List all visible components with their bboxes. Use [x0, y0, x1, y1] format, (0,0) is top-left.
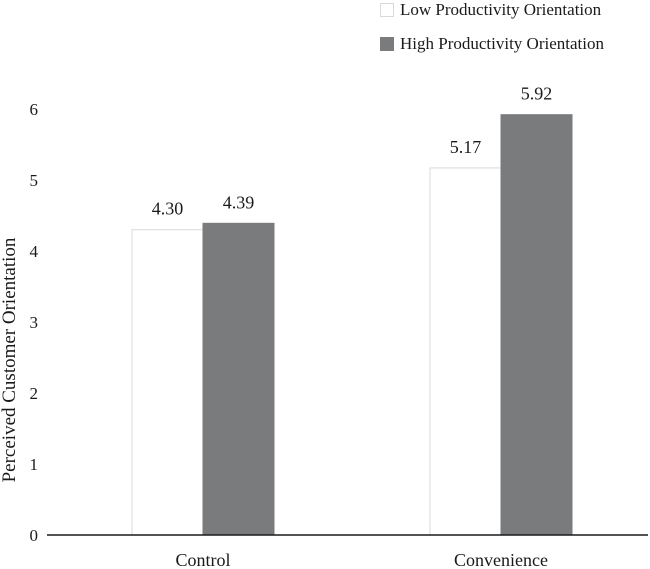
legend-label-high: High Productivity Orientation: [400, 34, 604, 53]
legend-label-low: Low Productivity Orientation: [400, 0, 602, 19]
legend-item-low: Low Productivity Orientation: [380, 0, 601, 20]
data-label-high-control: 4.39: [223, 192, 255, 212]
y-tick-label-3: 3: [30, 313, 39, 332]
x-category-label-convenience: Convenience: [454, 550, 548, 569]
legend-item-high: High Productivity Orientation: [380, 34, 604, 54]
bar-low-control: [131, 229, 204, 536]
y-tick-label-1: 1: [30, 455, 39, 474]
y-axis-title: Perceived Customer Orientation: [0, 237, 20, 482]
legend-swatch-high: [380, 37, 394, 51]
bar-high-convenience: [500, 114, 573, 536]
y-tick-label-0: 0: [30, 526, 39, 545]
x-category-label-control: Control: [175, 550, 230, 569]
legend-swatch-low: [380, 3, 394, 17]
bar-high-control: [202, 222, 275, 536]
y-tick-label-6: 6: [30, 100, 39, 119]
y-tick-label-4: 4: [30, 242, 39, 261]
data-label-high-convenience: 5.92: [521, 84, 553, 104]
y-tick-label-5: 5: [30, 171, 39, 190]
data-label-low-control: 4.30: [152, 199, 184, 219]
bar-low-convenience: [429, 167, 502, 536]
y-tick-label-2: 2: [30, 384, 39, 403]
data-label-low-convenience: 5.17: [450, 137, 482, 157]
